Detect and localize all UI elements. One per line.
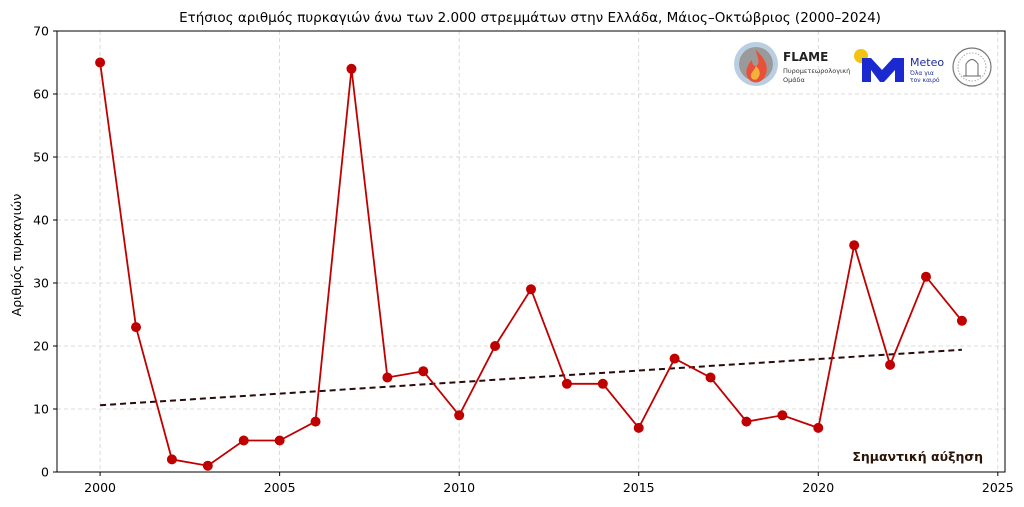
flame-inner-icon — [750, 66, 760, 80]
data-point — [310, 416, 321, 427]
flame-logo-sub2: Ομάδα — [783, 76, 805, 84]
axis-ticks: 2000 2005 2010 2015 2020 2025 0 10 20 30 40 50 60 70 — [33, 24, 1014, 496]
data-point — [561, 378, 572, 389]
grid — [57, 30, 1005, 473]
seal-text-ring — [957, 52, 987, 82]
data-point — [741, 416, 752, 427]
x-tick-label: 2015 — [623, 480, 655, 495]
y-tick-label: 10 — [33, 402, 49, 417]
plot-frame — [56, 30, 1006, 473]
y-tick-label: 40 — [33, 213, 49, 228]
y-tick-label: 60 — [33, 87, 49, 102]
data-point — [166, 454, 177, 465]
flame-logo-sub1: Πυρομετεωρολογική — [783, 67, 850, 75]
series-line — [99, 62, 963, 467]
data-point — [490, 341, 501, 351]
y-axis-label: Αριθμός πυρκαγιών — [9, 194, 24, 317]
data-point — [526, 284, 536, 295]
meteo-logo: Meteo Όλα για τον καιρό — [854, 49, 944, 84]
data-point — [956, 315, 967, 326]
x-tick-label: 2010 — [443, 480, 475, 495]
seal-emblem-icon — [965, 59, 979, 77]
data-point — [597, 378, 608, 389]
trend-line — [100, 348, 962, 407]
trend-annotation: Σημαντική αύξηση — [852, 449, 983, 464]
data-point — [669, 353, 680, 364]
x-tick-label: 2005 — [264, 480, 296, 495]
y-tick-label: 50 — [33, 150, 49, 165]
data-point — [346, 63, 357, 74]
data-point — [705, 372, 716, 383]
x-tick-label: 2025 — [982, 480, 1014, 495]
meteo-logo-sub1: Όλα για — [909, 70, 934, 77]
x-tick-label: 2000 — [84, 480, 116, 495]
seal-outer-ring — [952, 47, 992, 87]
university-seal — [952, 47, 992, 87]
data-point — [95, 57, 106, 68]
y-tick-label: 70 — [33, 24, 49, 39]
y-tick-label: 20 — [33, 339, 49, 354]
meteo-logo-name: Meteo — [910, 56, 944, 69]
data-point — [382, 372, 393, 383]
chart-title: Ετήσιος αριθμός πυρκαγιών άνω των 2.000 … — [179, 10, 881, 26]
data-point — [921, 271, 931, 282]
data-point — [813, 422, 824, 433]
data-point — [777, 410, 788, 421]
x-tick-label: 2020 — [802, 480, 834, 495]
data-points — [95, 57, 967, 471]
y-tick-label: 30 — [33, 276, 49, 291]
flame-logo: FLAME Πυρομετεωρολογική Ομάδα — [734, 42, 850, 86]
meteo-m-icon — [862, 58, 904, 82]
data-point — [131, 322, 141, 333]
data-point — [274, 435, 285, 446]
data-point — [454, 410, 465, 421]
data-point — [238, 435, 249, 446]
flame-logo-name: FLAME — [783, 50, 828, 64]
data-point — [849, 240, 860, 251]
data-point — [202, 460, 213, 471]
meteo-logo-sub2: τον καιρό — [910, 77, 940, 84]
data-point — [633, 422, 644, 433]
data-point — [418, 366, 429, 377]
data-point — [885, 359, 896, 370]
y-tick-label: 0 — [41, 465, 49, 480]
